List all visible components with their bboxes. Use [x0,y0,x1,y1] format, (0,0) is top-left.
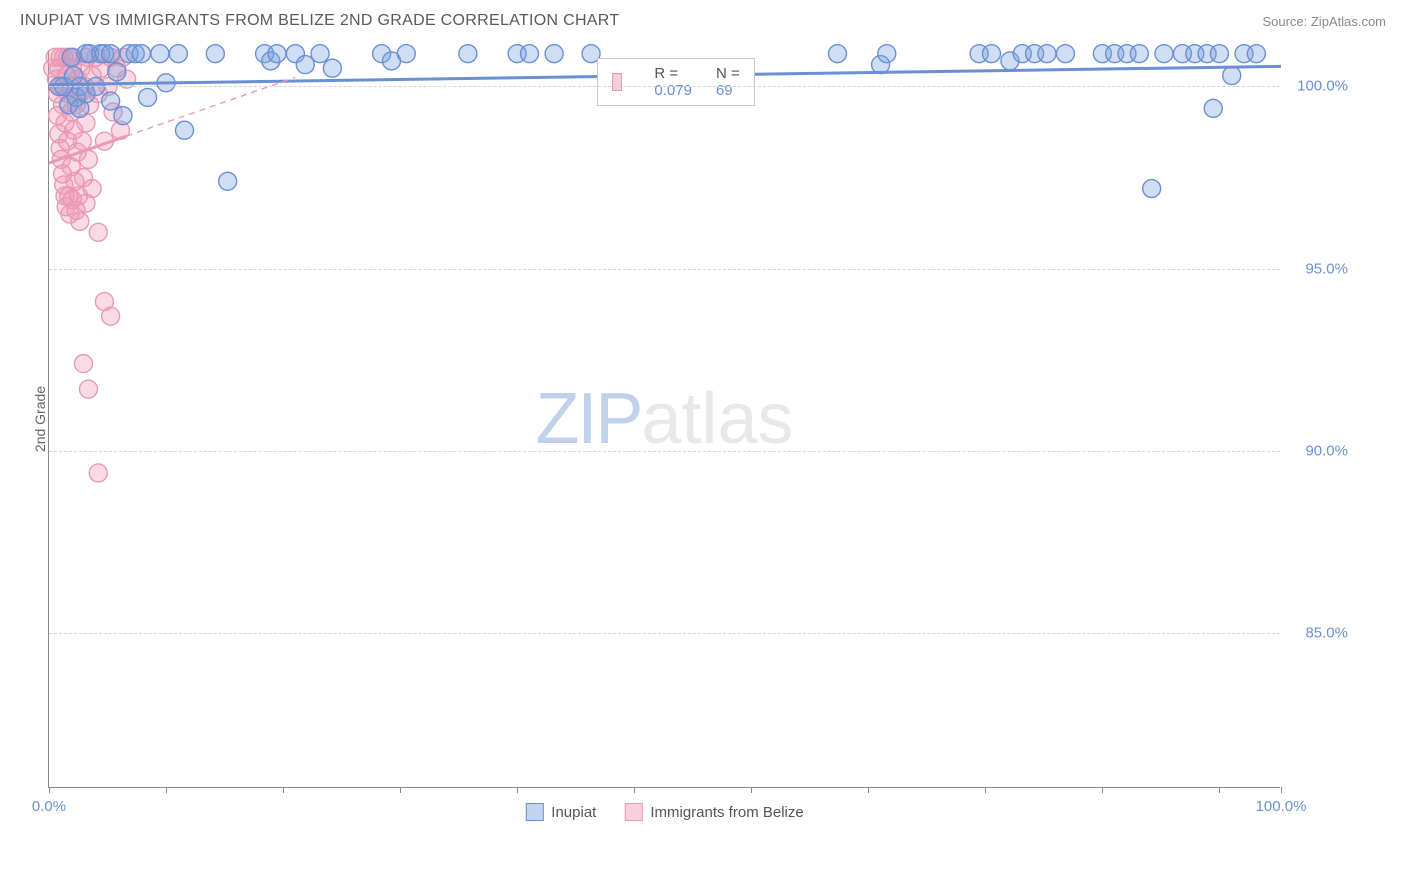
series-legend: Inupiat Immigrants from Belize [525,803,803,821]
scatter-point [1056,45,1074,63]
scatter-point [83,180,101,198]
legend-swatch [612,73,623,91]
scatter-point [878,45,896,63]
x-tick [751,787,752,793]
scatter-point [1247,45,1265,63]
x-tick [49,787,50,793]
scatter-point [132,45,150,63]
scatter-point [1143,180,1161,198]
legend-item: Immigrants from Belize [624,803,803,821]
scatter-point [1130,45,1148,63]
y-tick-label: 100.0% [1297,78,1348,95]
x-tick [517,787,518,793]
scatter-point [1223,67,1241,85]
legend-label: Inupiat [551,804,596,821]
n-value: 69 [716,82,733,99]
x-tick [166,787,167,793]
plot-area: 2nd Grade ZIPatlas R = 0.249N = 62R = 0.… [48,50,1280,788]
x-tick-label: 100.0% [1256,798,1307,815]
scatter-point [73,132,91,150]
legend-label: Immigrants from Belize [650,804,803,821]
scatter-point [151,45,169,63]
y-tick-label: 90.0% [1305,443,1348,460]
x-tick [283,787,284,793]
scatter-point [74,355,92,373]
scatter-point [71,212,89,230]
scatter-point [79,380,97,398]
x-tick [1102,787,1103,793]
x-tick [1219,787,1220,793]
y-axis-label: 2nd Grade [32,385,48,451]
scatter-point [311,45,329,63]
chart-title: INUPIAT VS IMMIGRANTS FROM BELIZE 2ND GR… [20,12,619,30]
scatter-point [459,45,477,63]
scatter-point [1210,45,1228,63]
source-attribution: Source: ZipAtlas.com [1262,14,1386,29]
scatter-point [545,45,563,63]
chart-container: 2nd Grade ZIPatlas R = 0.249N = 62R = 0.… [48,50,1356,810]
legend-swatch [624,803,642,821]
scatter-point [102,45,120,63]
scatter-point [323,59,341,77]
x-tick [868,787,869,793]
scatter-point [1155,45,1173,63]
r-value: 0.079 [654,82,692,99]
scatter-point [89,223,107,241]
x-tick [1281,787,1282,793]
y-tick-label: 95.0% [1305,260,1348,277]
scatter-point [89,464,107,482]
scatter-point [108,63,126,81]
scatter-point [1204,99,1222,117]
r-label: R = [654,65,678,82]
scatter-svg [49,50,1280,787]
x-tick [985,787,986,793]
header: INUPIAT VS IMMIGRANTS FROM BELIZE 2ND GR… [0,0,1406,38]
x-tick-label: 0.0% [32,798,66,815]
scatter-point [828,45,846,63]
scatter-point [176,121,194,139]
scatter-point [102,92,120,110]
scatter-point [139,88,157,106]
scatter-point [102,307,120,325]
gridline-horizontal [49,633,1280,634]
stats-legend-row: R = 0.079 N = 69 [597,58,755,106]
scatter-point [268,45,286,63]
gridline-horizontal [49,269,1280,270]
scatter-point [206,45,224,63]
scatter-point [219,172,237,190]
legend-swatch [525,803,543,821]
scatter-point [982,45,1000,63]
x-tick [634,787,635,793]
scatter-point [114,107,132,125]
legend-item: Inupiat [525,803,596,821]
scatter-point [1038,45,1056,63]
gridline-horizontal [49,451,1280,452]
scatter-point [397,45,415,63]
n-label: N = [716,65,740,82]
x-tick [400,787,401,793]
gridline-horizontal [49,86,1280,87]
y-tick-label: 85.0% [1305,625,1348,642]
scatter-point [169,45,187,63]
scatter-point [520,45,538,63]
